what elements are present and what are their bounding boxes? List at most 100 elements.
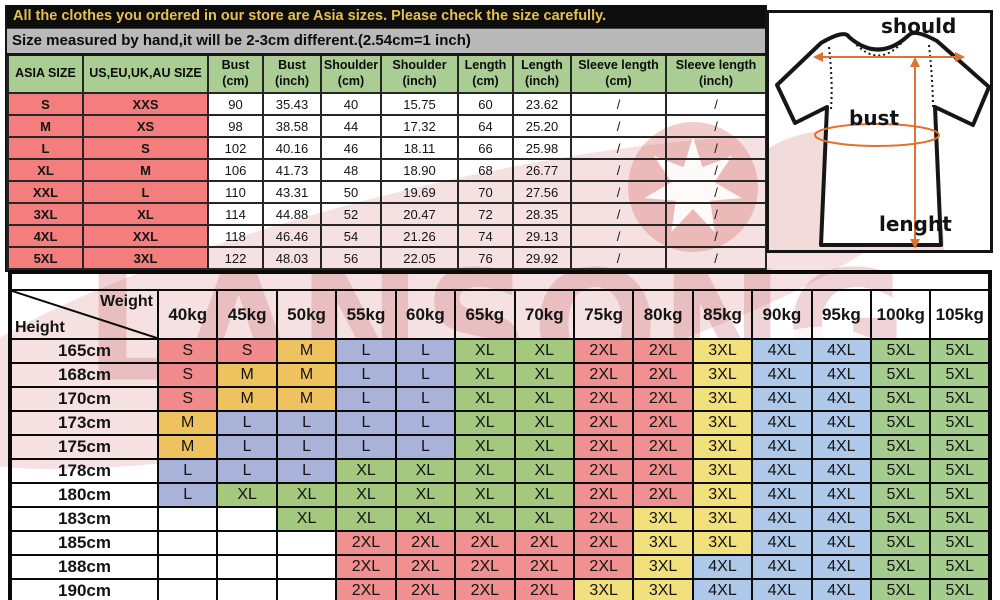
tshirt-diagram: should bust lenght <box>766 10 993 253</box>
height-weight-table-body: Weight Height 40kg 45kg 50kg 55kg 60kg 65kg 70kg… <box>9 272 991 600</box>
size-matrix-cell: 5XL <box>870 530 932 556</box>
measure-value-cell: 40 <box>320 92 382 116</box>
size-matrix-cell: 3XL <box>691 362 754 388</box>
measure-value-cell: 22.05 <box>380 246 459 270</box>
weight-col-header: 85kg <box>691 289 754 340</box>
size-col-header: Shoulder (inch) <box>380 53 459 94</box>
size-col-header: US,EU,UK,AU SIZE <box>82 53 209 94</box>
measure-value-cell: 90 <box>207 92 264 116</box>
measure-value-cell: / <box>570 246 667 270</box>
matrix-row: 178cm L L L XL XL XL XL 2XL 2XL 3XL 4XL 4XL 5XL 5XL <box>9 458 991 484</box>
size-matrix-cell: M <box>216 362 278 388</box>
measure-value-cell: 29.13 <box>512 224 572 248</box>
size-table-row: 3XL XL 114 44.88 52 20.47 72 28.35// <box>7 202 767 226</box>
size-matrix-cell: M <box>275 338 338 364</box>
size-matrix-cell: XL <box>275 482 338 508</box>
intl-size-cell: 3XL <box>82 246 209 270</box>
measure-value-cell: 74 <box>457 224 514 248</box>
height-row-header: 173cm <box>9 410 159 436</box>
size-matrix-cell: 2XL <box>572 386 635 412</box>
size-matrix-cell: 4XL <box>810 578 873 600</box>
size-matrix-cell: 4XL <box>810 506 873 532</box>
size-matrix-cell: 4XL <box>810 410 873 436</box>
size-matrix-cell: XL <box>454 338 516 364</box>
measure-value-cell: 28.35 <box>512 202 572 226</box>
matrix-row: 170cm S M M L L XL XL 2XL 2XL 3XL 4XL 4XL 5XL 5XL <box>9 386 991 412</box>
size-matrix-cell: 3XL <box>691 410 754 436</box>
measure-value-cell: 20.47 <box>380 202 459 226</box>
height-row-header: 165cm <box>9 338 159 364</box>
size-col-header: Shoulder (cm) <box>320 53 382 94</box>
size-matrix-cell: 2XL <box>394 578 457 600</box>
weight-col-header: 45kg <box>216 289 278 340</box>
size-matrix-cell: 5XL <box>929 530 991 556</box>
size-col-header: Bust (inch) <box>262 53 322 94</box>
size-matrix-cell: XL <box>216 482 278 508</box>
size-matrix-cell: 3XL <box>632 578 694 600</box>
size-matrix-cell: 2XL <box>572 362 635 388</box>
measure-value-cell: / <box>570 114 667 138</box>
size-matrix-cell: 4XL <box>691 554 754 580</box>
size-matrix-cell: L <box>394 410 457 436</box>
measure-value-cell: 18.11 <box>380 136 459 160</box>
size-matrix-cell: 4XL <box>810 386 873 412</box>
size-matrix-cell: L <box>156 458 219 484</box>
measure-value-cell: 56 <box>320 246 382 270</box>
measure-value-cell: 70 <box>457 180 514 204</box>
measure-value-cell: / <box>570 202 667 226</box>
size-matrix-cell: S <box>156 386 219 412</box>
measure-value-cell: / <box>570 224 667 248</box>
asia-size-cell: M <box>7 114 84 138</box>
measure-value-cell: / <box>570 158 667 182</box>
measure-value-cell: 19.69 <box>380 180 459 204</box>
size-matrix-cell: 5XL <box>870 434 932 460</box>
size-matrix-cell: XL <box>394 482 457 508</box>
measure-value-cell: 54 <box>320 224 382 248</box>
size-matrix-cell: XL <box>454 458 516 484</box>
size-matrix-cell: 2XL <box>572 530 635 556</box>
size-matrix-cell <box>275 530 338 556</box>
size-matrix-cell: 5XL <box>870 506 932 532</box>
size-matrix-cell: 4XL <box>751 578 813 600</box>
size-matrix-cell: 3XL <box>632 554 694 580</box>
measure-value-cell: 18.90 <box>380 158 459 182</box>
weight-col-header: 100kg <box>870 289 932 340</box>
size-table-body: S XXS 90 35.43 40 15.75 60 23.62// M XS 98 38.58 44 1… <box>7 92 767 270</box>
size-matrix-cell: 2XL <box>335 530 397 556</box>
size-matrix-cell: 4XL <box>691 578 754 600</box>
size-matrix-cell <box>156 554 219 580</box>
size-matrix-cell: L <box>394 338 457 364</box>
size-matrix-cell: 2XL <box>454 530 516 556</box>
weight-col-header: 40kg <box>156 289 219 340</box>
size-matrix-cell: 3XL <box>691 482 754 508</box>
height-row-header: 190cm <box>9 578 159 600</box>
size-matrix-cell: 4XL <box>810 362 873 388</box>
size-matrix-cell: XL <box>454 362 516 388</box>
size-matrix-cell: 4XL <box>751 530 813 556</box>
size-matrix-cell: XL <box>454 386 516 412</box>
top-section: All the clothes you ordered in our store… <box>5 5 767 272</box>
weight-col-header: 70kg <box>513 289 575 340</box>
measure-value-cell: / <box>570 92 667 116</box>
size-matrix-cell: 4XL <box>751 338 813 364</box>
measure-value-cell: 44.88 <box>262 202 322 226</box>
size-matrix-cell: S <box>156 338 219 364</box>
measure-value-cell: 114 <box>207 202 264 226</box>
measure-value-cell: 68 <box>457 158 514 182</box>
size-col-header: Sleeve length (inch) <box>665 53 767 94</box>
corner-height-label: Height <box>15 319 65 336</box>
size-matrix-cell: XL <box>275 506 338 532</box>
size-matrix-cell: XL <box>513 434 575 460</box>
measure-value-cell: 15.75 <box>380 92 459 116</box>
size-matrix-cell: XL <box>454 434 516 460</box>
size-matrix-cell <box>156 578 219 600</box>
matrix-header-row: Weight Height 40kg 45kg 50kg 55kg 60kg 65kg 70kg… <box>9 289 991 340</box>
size-matrix-cell: 4XL <box>751 386 813 412</box>
measure-value-cell: / <box>665 180 767 204</box>
size-matrix-cell: 5XL <box>870 362 932 388</box>
size-matrix-cell: XL <box>454 506 516 532</box>
size-table: ASIA SIZE US,EU,UK,AU SIZE Bust (cm) Bust (in… <box>7 53 767 270</box>
size-matrix-cell: L <box>216 458 278 484</box>
size-matrix-cell: L <box>216 434 278 460</box>
weight-col-header: 75kg <box>572 289 635 340</box>
